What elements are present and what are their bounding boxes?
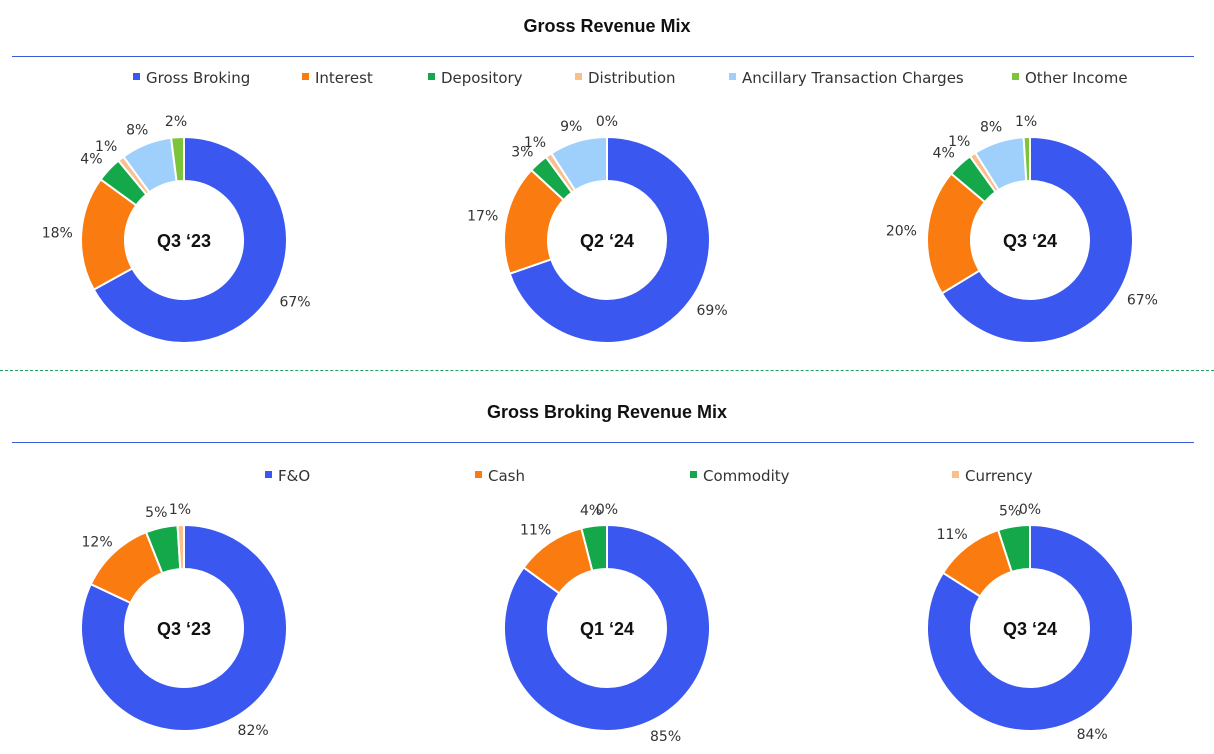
slice-fando [926,523,1134,732]
legend-item-distribution: Distribution [575,69,676,87]
data-label-interest: 17% [467,209,498,225]
slice-ancillary-transaction-charges [549,135,608,192]
legend-item-commodity: Commodity [690,467,790,485]
legend-swatch [475,471,482,478]
legend-label: Interest [315,69,373,87]
data-label-other-income: 0% [596,114,618,130]
slice-gross-broking [940,135,1134,344]
legend-label: Gross Broking [146,69,251,87]
data-label-currency: 0% [1019,502,1041,518]
legend-label: Depository [441,69,523,87]
legend-item-gross-broking: Gross Broking [133,69,250,87]
data-label-distribution: 1% [524,135,546,151]
data-label-ancillary-transaction-charges: 9% [560,119,582,135]
legend-item-currency: Currency [952,467,1033,485]
data-label-currency: 0% [596,502,618,518]
legend-swatch [729,73,736,80]
legend-item-other-income: Other Income [1012,69,1128,87]
section-divider [0,370,1214,371]
slice-other-income [169,135,185,183]
data-label-ancillary-transaction-charges: 8% [980,120,1002,136]
legend-label: Currency [965,467,1033,485]
data-label-commodity: 5% [145,505,167,521]
donut-chart-5: 85% 11% 4%0% Q1 ‘24 [503,502,711,745]
legend-swatch [133,73,140,80]
data-label-fando: 84% [1077,727,1108,743]
gross-revenue-mix-title: Gross Revenue Mix [523,16,691,36]
center-label: Q3 ‘24 [1003,231,1057,251]
slice-currency [176,523,185,571]
legend-swatch [428,73,435,80]
slice-commodity [996,523,1031,574]
slice-gross-broking [92,135,288,344]
data-label-gross-broking: 67% [1127,292,1158,308]
legend-label: Ancillary Transaction Charges [742,69,964,87]
data-label-distribution: 1% [95,139,117,155]
data-label-commodity: 5% [999,503,1021,519]
center-label: Q2 ‘24 [580,231,634,251]
data-label-interest: 18% [42,226,73,242]
legend-swatch [952,471,959,478]
donut-chart-3: 67%20%4%1%8% 1%Q3 ‘24 [886,114,1158,344]
legend-label: Cash [488,467,525,485]
legend-item-depository: Depository [428,69,523,87]
donut-chart-4: 82% 12% 5% 1% Q3 ‘23 [80,502,288,739]
data-label-ancillary-transaction-charges: 8% [126,122,148,138]
donut-chart-6: 84% 11% 5%0% Q3 ‘24 [926,502,1134,743]
data-label-other-income: 1% [1015,114,1037,130]
legend-label: Other Income [1025,69,1128,87]
gross-broking-legend: F&O Cash Commodity Currency [0,467,1214,487]
data-label-interest: 20% [886,224,917,240]
data-label-depository: 4% [933,146,955,162]
center-label: Q3 ‘23 [157,231,211,251]
donut-chart-2: 69% 17% 3%1% 9% 0% Q2 ‘24 [467,114,728,344]
data-label-fando: 82% [238,723,269,739]
legend-label: F&O [278,467,311,485]
data-label-gross-broking: 67% [279,295,310,311]
gross-revenue-legend: Gross Broking Interest Depository Distribut… [0,69,1214,89]
legend-label: Distribution [588,69,676,87]
data-label-fando: 85% [650,729,681,745]
center-label: Q3 ‘23 [157,619,211,639]
slice-other-income [1022,135,1031,183]
data-label-other-income: 2% [165,114,187,130]
data-label-distribution: 1% [948,134,970,150]
center-label: Q1 ‘24 [580,619,634,639]
section1-rule [12,56,1194,57]
slice-fando [80,523,288,732]
data-label-depository: 3% [511,144,533,160]
data-label-cash: 11% [520,523,551,539]
slice-fando [503,523,711,732]
legend-item-fando: F&O [265,467,310,485]
slice-gross-broking [508,135,711,344]
slice-commodity [580,523,608,573]
legend-swatch [302,73,309,80]
data-label-cash: 11% [937,527,968,543]
donut-chart-1: 67% 18% 4%1% 8% 2% Q3 ‘23 [42,114,311,344]
legend-item-interest: Interest [302,69,373,87]
section2-rule [12,442,1194,443]
legend-label: Commodity [703,467,790,485]
center-label: Q3 ‘24 [1003,619,1057,639]
data-label-gross-broking: 69% [697,303,728,319]
data-label-cash: 12% [82,534,113,550]
legend-swatch [575,73,582,80]
gross-broking-revenue-mix-title: Gross Broking Revenue Mix [486,402,728,422]
data-label-depository: 4% [80,152,102,168]
legend-item-ancillary-transaction-charges: Ancillary Transaction Charges [729,69,964,87]
legend-item-cash: Cash [475,467,525,485]
legend-swatch [690,471,697,478]
legend-swatch [1012,73,1019,80]
data-label-currency: 1% [169,502,191,518]
data-label-commodity: 4% [580,503,602,519]
legend-swatch [265,471,272,478]
